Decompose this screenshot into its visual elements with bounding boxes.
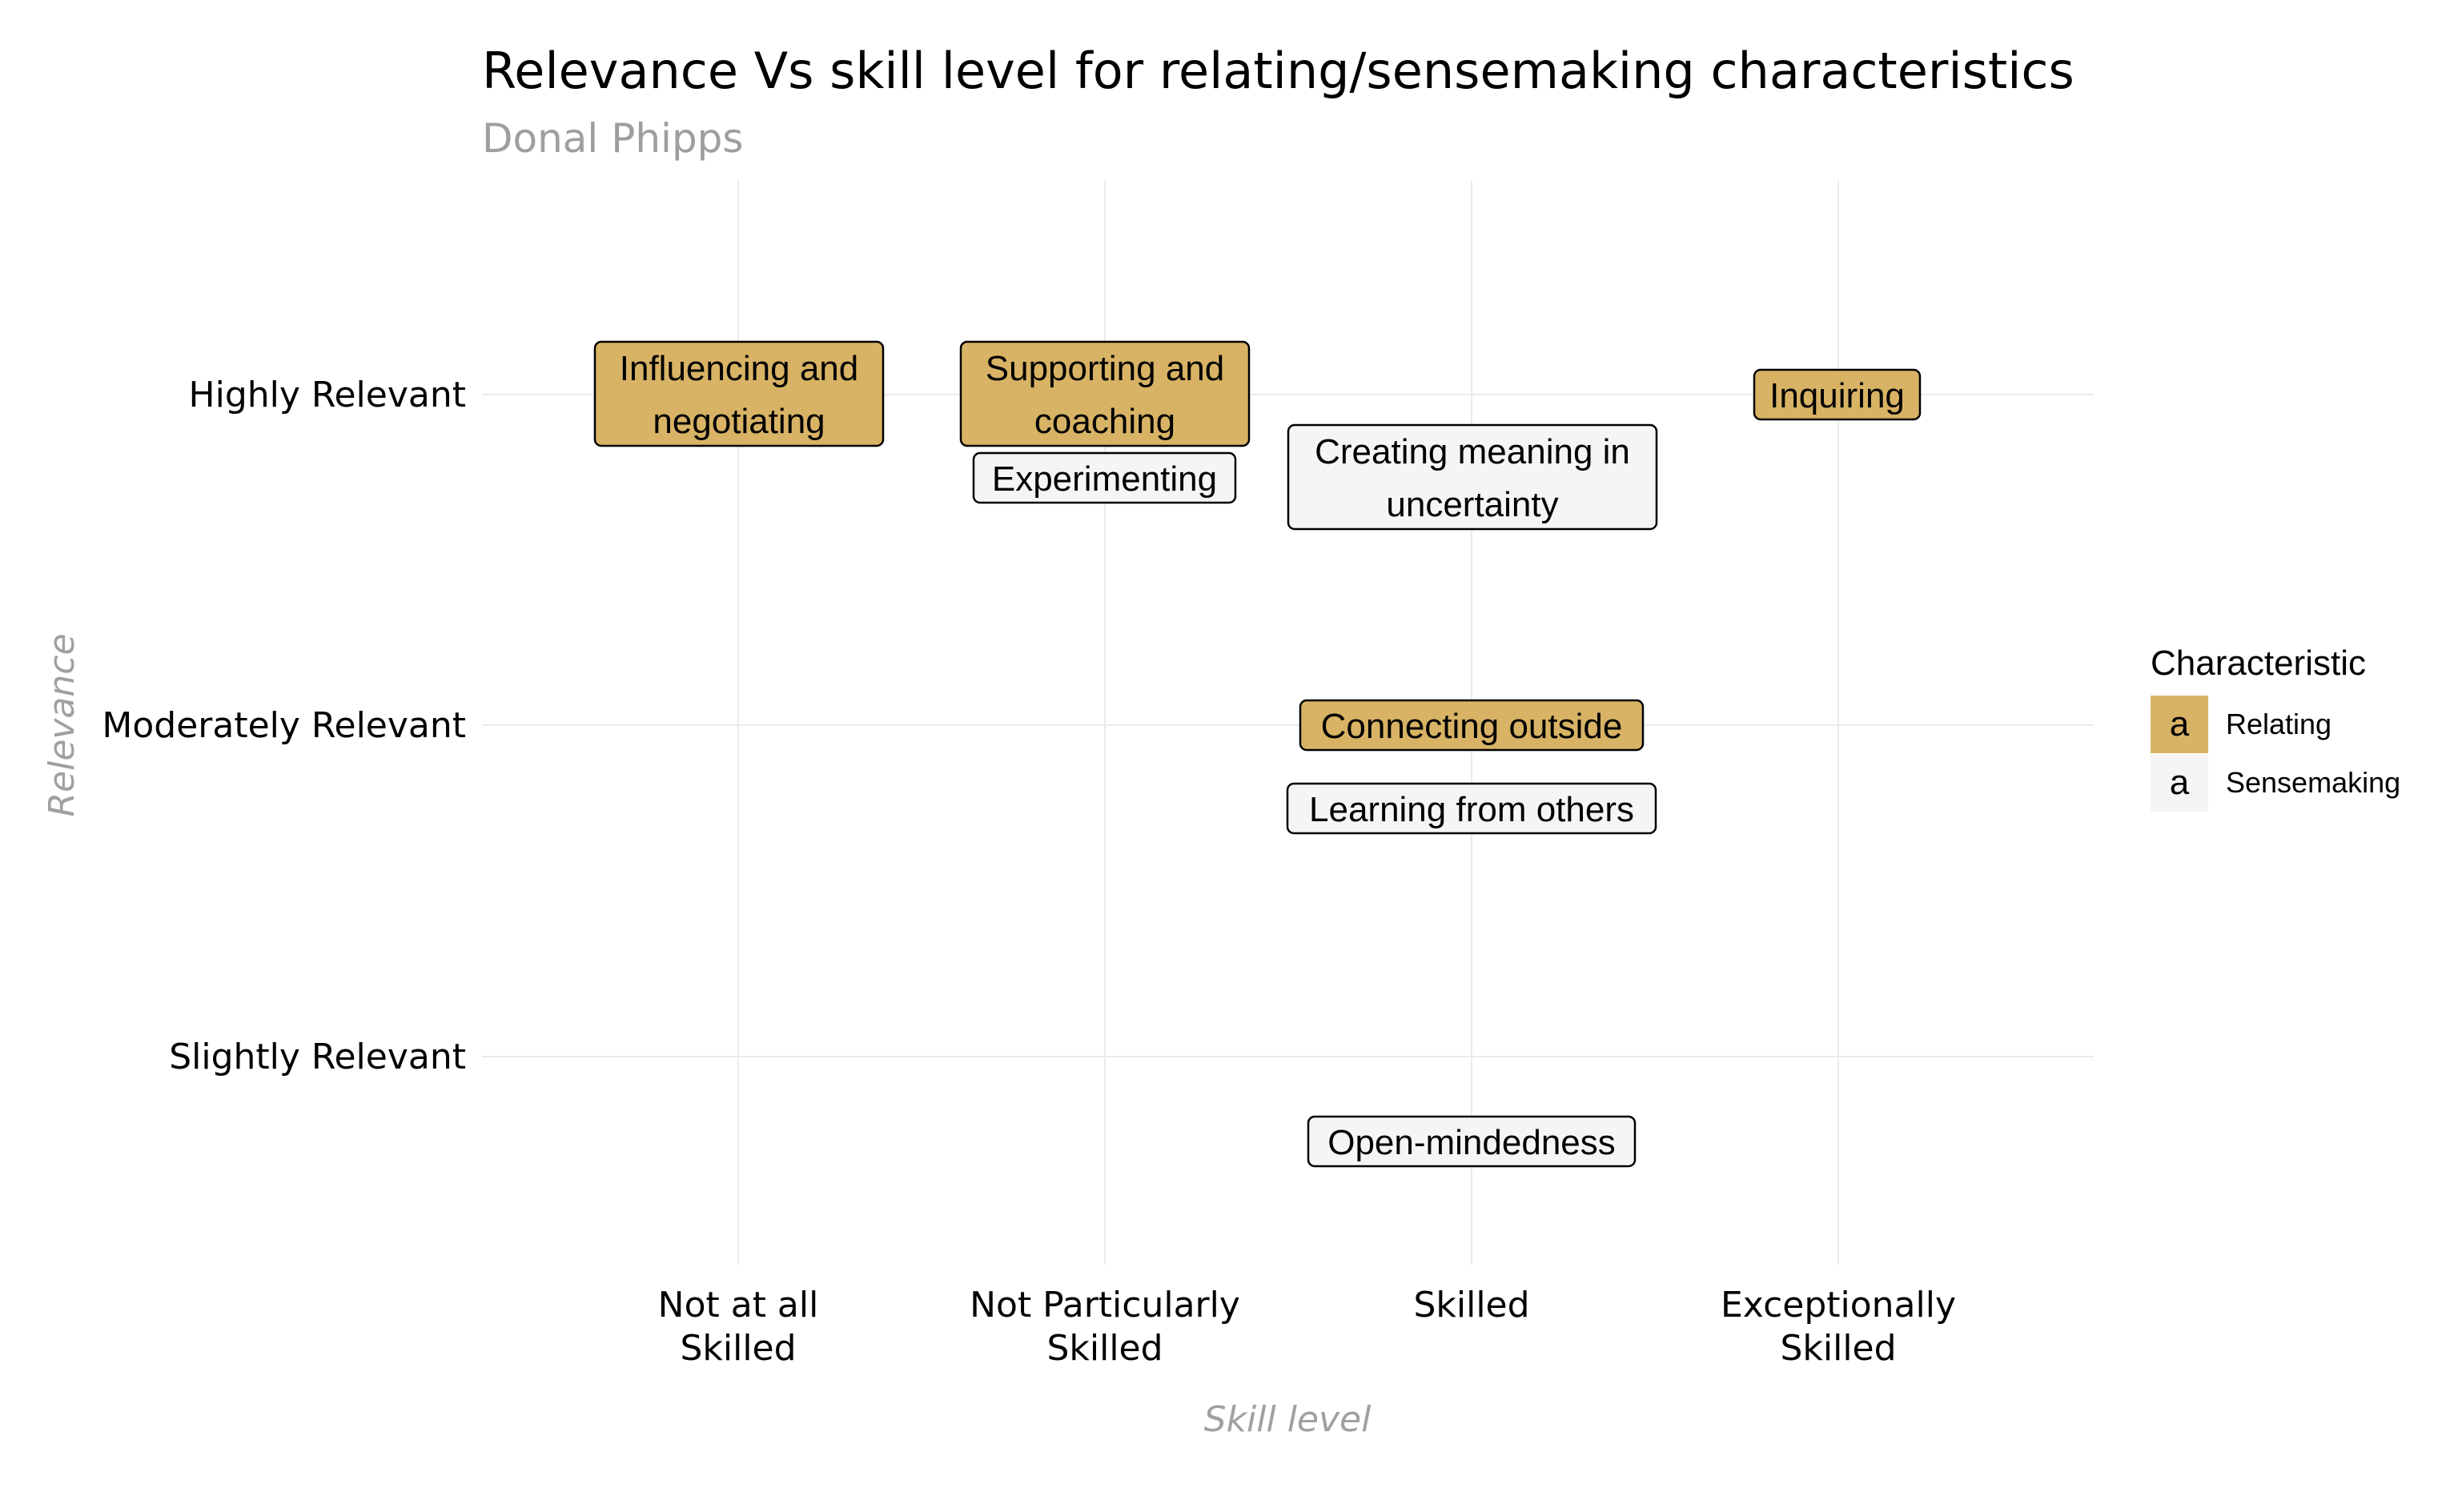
label-box xyxy=(1299,699,1645,752)
label-text: uncertainty xyxy=(1386,485,1558,524)
label-text: Creating meaning in xyxy=(1315,432,1630,471)
label-box xyxy=(593,340,885,447)
data-labels: Influencing and negotiating Supporting and… xyxy=(593,340,1922,1168)
legend-title: Characteristic xyxy=(2151,644,2366,683)
y-tick-label: Moderately Relevant xyxy=(102,705,466,746)
point-label: Inquiring xyxy=(1753,368,1922,421)
chart-title: Relevance Vs skill level for relating/se… xyxy=(482,42,2074,100)
x-tick-label: Skilled xyxy=(1046,1328,1163,1369)
legend-label: Sensemaking xyxy=(2226,766,2400,799)
label-box xyxy=(1307,1115,1637,1168)
point-label: Creating meaning in uncertainty xyxy=(1287,423,1658,531)
label-text: Connecting outside xyxy=(1321,707,1623,746)
x-axis-title: Skill level xyxy=(1204,1399,1372,1440)
label-text: negotiating xyxy=(653,402,825,441)
label-box xyxy=(1286,782,1657,835)
point-label: Learning from others xyxy=(1286,782,1657,835)
x-tick-label: Not Particularly xyxy=(970,1285,1240,1326)
x-tick-label: Exceptionally xyxy=(1721,1285,1956,1326)
legend-label: Relating xyxy=(2226,708,2331,740)
label-text: Inquiring xyxy=(1769,376,1905,415)
y-axis-title: Relevance xyxy=(42,633,82,816)
legend-key-glyph: a xyxy=(2170,704,2190,744)
label-text: Influencing and xyxy=(620,349,858,388)
x-tick-label: Not at all xyxy=(658,1285,819,1326)
point-label: Connecting outside xyxy=(1299,699,1645,752)
label-box xyxy=(972,451,1237,504)
point-label: Open-mindedness xyxy=(1307,1115,1637,1168)
legend-key xyxy=(2151,754,2208,812)
x-tick-label: Skilled xyxy=(1780,1328,1896,1369)
point-label: Influencing and negotiating xyxy=(593,340,885,447)
label-text: Open-mindedness xyxy=(1327,1123,1616,1162)
point-label: Supporting and coaching xyxy=(959,340,1251,447)
legend: Characteristic a Relating a Sensemaking xyxy=(2151,644,2400,812)
label-text: Learning from others xyxy=(1309,790,1634,829)
label-text: coaching xyxy=(1034,402,1175,441)
y-tick-label: Slightly Relevant xyxy=(169,1037,466,1077)
label-box xyxy=(1753,368,1922,421)
label-box xyxy=(1287,423,1658,531)
legend-key-glyph: a xyxy=(2170,763,2190,802)
label-text: Experimenting xyxy=(992,459,1217,499)
label-box xyxy=(959,340,1251,447)
label-text: Supporting and xyxy=(986,349,1224,388)
y-tick-label: Highly Relevant xyxy=(189,375,466,415)
point-label: Experimenting xyxy=(972,451,1237,504)
x-tick-label: Skilled xyxy=(1413,1285,1529,1326)
x-tick-label: Skilled xyxy=(680,1328,796,1369)
chart-subtitle: Donal Phipps xyxy=(482,115,743,162)
legend-key xyxy=(2151,696,2208,753)
